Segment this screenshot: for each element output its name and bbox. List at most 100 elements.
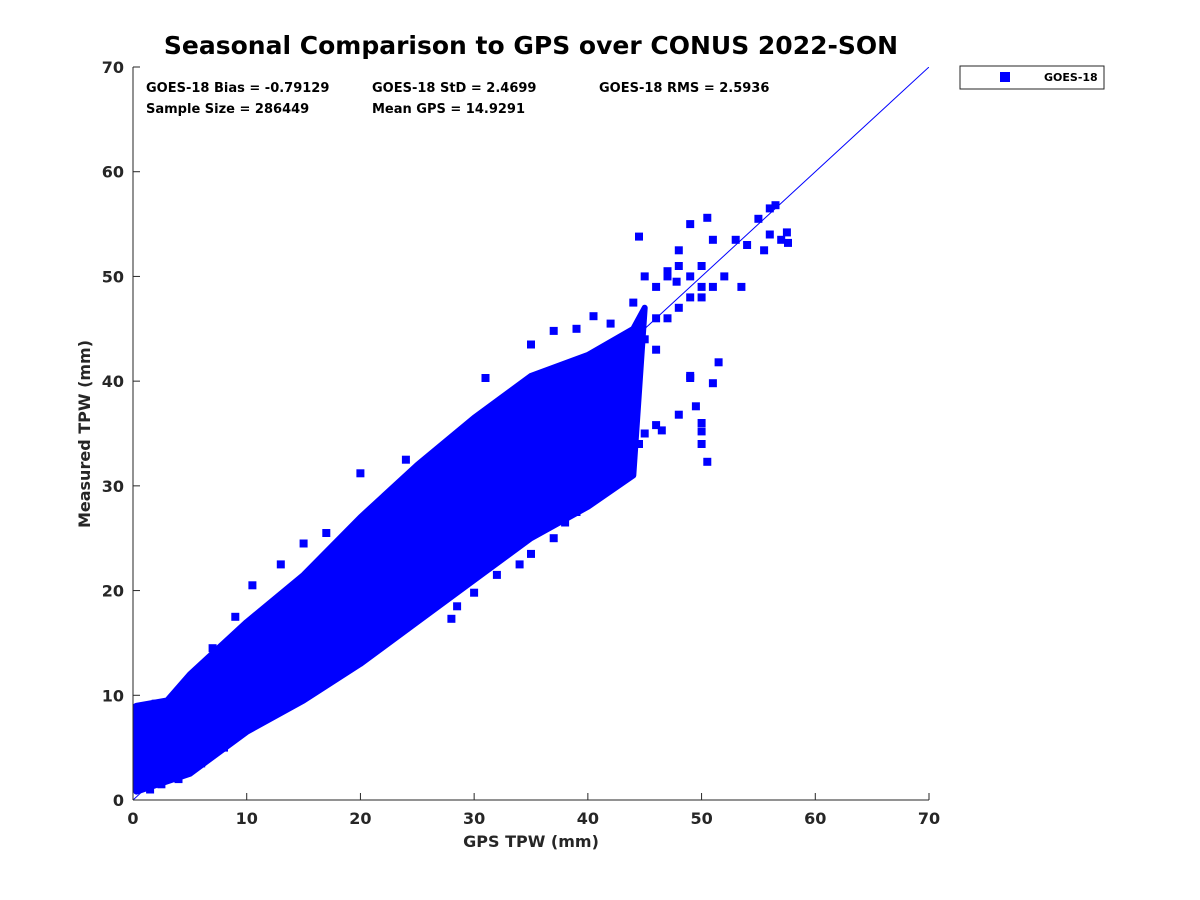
goes-18-point	[606, 319, 615, 328]
y-axis-label: Measured TPW (mm)	[75, 340, 94, 528]
y-tick-label: 0	[113, 791, 124, 810]
goes-18-point	[754, 214, 763, 223]
y-tick-label: 50	[102, 267, 124, 286]
goes-18-point	[549, 534, 558, 543]
goes-18-point	[515, 560, 524, 569]
goes-18-point	[436, 597, 444, 605]
goes-18-point	[657, 426, 666, 435]
goes-18-point	[458, 434, 467, 443]
mean-gps-stat: Mean GPS = 14.9291	[372, 102, 525, 117]
goes-18-point	[208, 644, 217, 653]
goes-18-point	[640, 272, 649, 281]
goes-18-point	[697, 262, 706, 270]
x-tick-label: 10	[236, 809, 258, 828]
goes-18-point	[396, 602, 405, 611]
goes-18-point	[697, 293, 706, 302]
legend-entry-goes-18: GOES-18	[1044, 71, 1098, 84]
goes-18-point	[697, 440, 706, 448]
goes-18-point	[629, 298, 638, 307]
goes-18-point	[697, 282, 706, 291]
x-axis-label: GPS TPW (mm)	[463, 832, 599, 851]
goes-18-point	[492, 570, 501, 579]
goes-18-point	[640, 335, 649, 344]
y-tick-label: 10	[102, 686, 124, 705]
goes-18-point	[299, 539, 308, 548]
goes-18-point	[248, 581, 257, 590]
goes-18-point	[765, 230, 774, 239]
x-tick-label: 50	[690, 809, 712, 828]
axes: 0 10 20 30 40 50 60 70 0 10 20 30 40 50 60 70	[102, 58, 940, 828]
goes-18-point	[777, 235, 786, 244]
y-tick-label: 30	[102, 477, 124, 496]
goes-18-point	[413, 574, 422, 582]
goes-18-point	[322, 529, 331, 537]
goes-18-point	[447, 614, 456, 623]
goes-18-point	[771, 201, 780, 210]
goes-18-point	[572, 324, 581, 333]
goes-18-point	[174, 775, 183, 784]
goes-18-point	[708, 379, 717, 388]
goes-18-point	[157, 780, 166, 789]
goes-18-dense-point-cloud	[133, 304, 648, 795]
rms-stat: GOES-18 RMS = 2.5936	[599, 81, 769, 96]
goes-18-point	[549, 326, 558, 335]
goes-18-point	[561, 518, 570, 527]
goes-18-point	[674, 303, 683, 312]
goes-18-point	[231, 612, 240, 621]
goes-18-point	[595, 487, 604, 496]
goes-18-point	[731, 235, 740, 244]
x-tick-label: 20	[349, 809, 371, 828]
x-tick-label: 30	[463, 809, 485, 828]
y-tick-label: 60	[102, 163, 124, 182]
goes-18-point	[686, 220, 695, 229]
goes-18-point	[527, 549, 535, 558]
goes-18-point	[481, 374, 490, 382]
goes-18-point	[629, 450, 638, 459]
goes-18-point	[146, 785, 155, 794]
x-tick-label: 60	[804, 809, 826, 828]
goes-18-point	[737, 282, 746, 291]
legend: GOES-18	[959, 65, 1105, 90]
goes-18-point	[663, 314, 672, 323]
goes-18-point	[185, 675, 194, 684]
goes-18-point	[197, 759, 206, 768]
goes-18-point	[527, 340, 535, 349]
goes-18-point	[299, 680, 308, 689]
goes-18-point	[379, 628, 388, 637]
goes-18-point	[401, 455, 410, 464]
goes-18-point	[760, 246, 769, 255]
goes-18-point	[453, 602, 462, 611]
goes-18-point	[419, 597, 427, 605]
goes-18-point	[674, 262, 683, 270]
goes-18-point	[663, 272, 672, 281]
goes-18-point	[133, 703, 141, 712]
goes-18-point	[703, 213, 712, 222]
goes-18-point	[720, 272, 729, 281]
goes-18-point	[697, 427, 706, 436]
goes-18-point	[220, 743, 228, 752]
goes-18-point	[345, 649, 354, 658]
goes-18-point	[674, 410, 683, 419]
goes-18-point	[743, 241, 752, 249]
goes-18-point	[686, 374, 695, 382]
goes-18-point	[782, 228, 791, 237]
goes-18-point	[572, 508, 581, 516]
chart-title: Seasonal Comparison to GPS over CONUS 20…	[164, 31, 898, 60]
goes-18-point	[635, 440, 643, 448]
goes-18-point	[356, 469, 365, 478]
goes-18-point	[652, 282, 661, 291]
y-tick-label: 40	[102, 372, 124, 391]
one-to-one-line	[133, 67, 929, 800]
goes-18-point	[691, 402, 700, 411]
goes-18-point	[784, 238, 792, 247]
x-tick-label: 70	[918, 809, 940, 828]
legend-box	[959, 65, 1105, 90]
goes-18-point	[265, 707, 274, 715]
goes-18-point	[652, 345, 661, 354]
goes-18-point	[652, 421, 661, 430]
std-stat: GOES-18 StD = 2.4699	[372, 81, 536, 96]
goes-18-point	[672, 277, 681, 286]
y-tick-label: 70	[102, 58, 124, 77]
goes-18-point	[708, 235, 717, 244]
